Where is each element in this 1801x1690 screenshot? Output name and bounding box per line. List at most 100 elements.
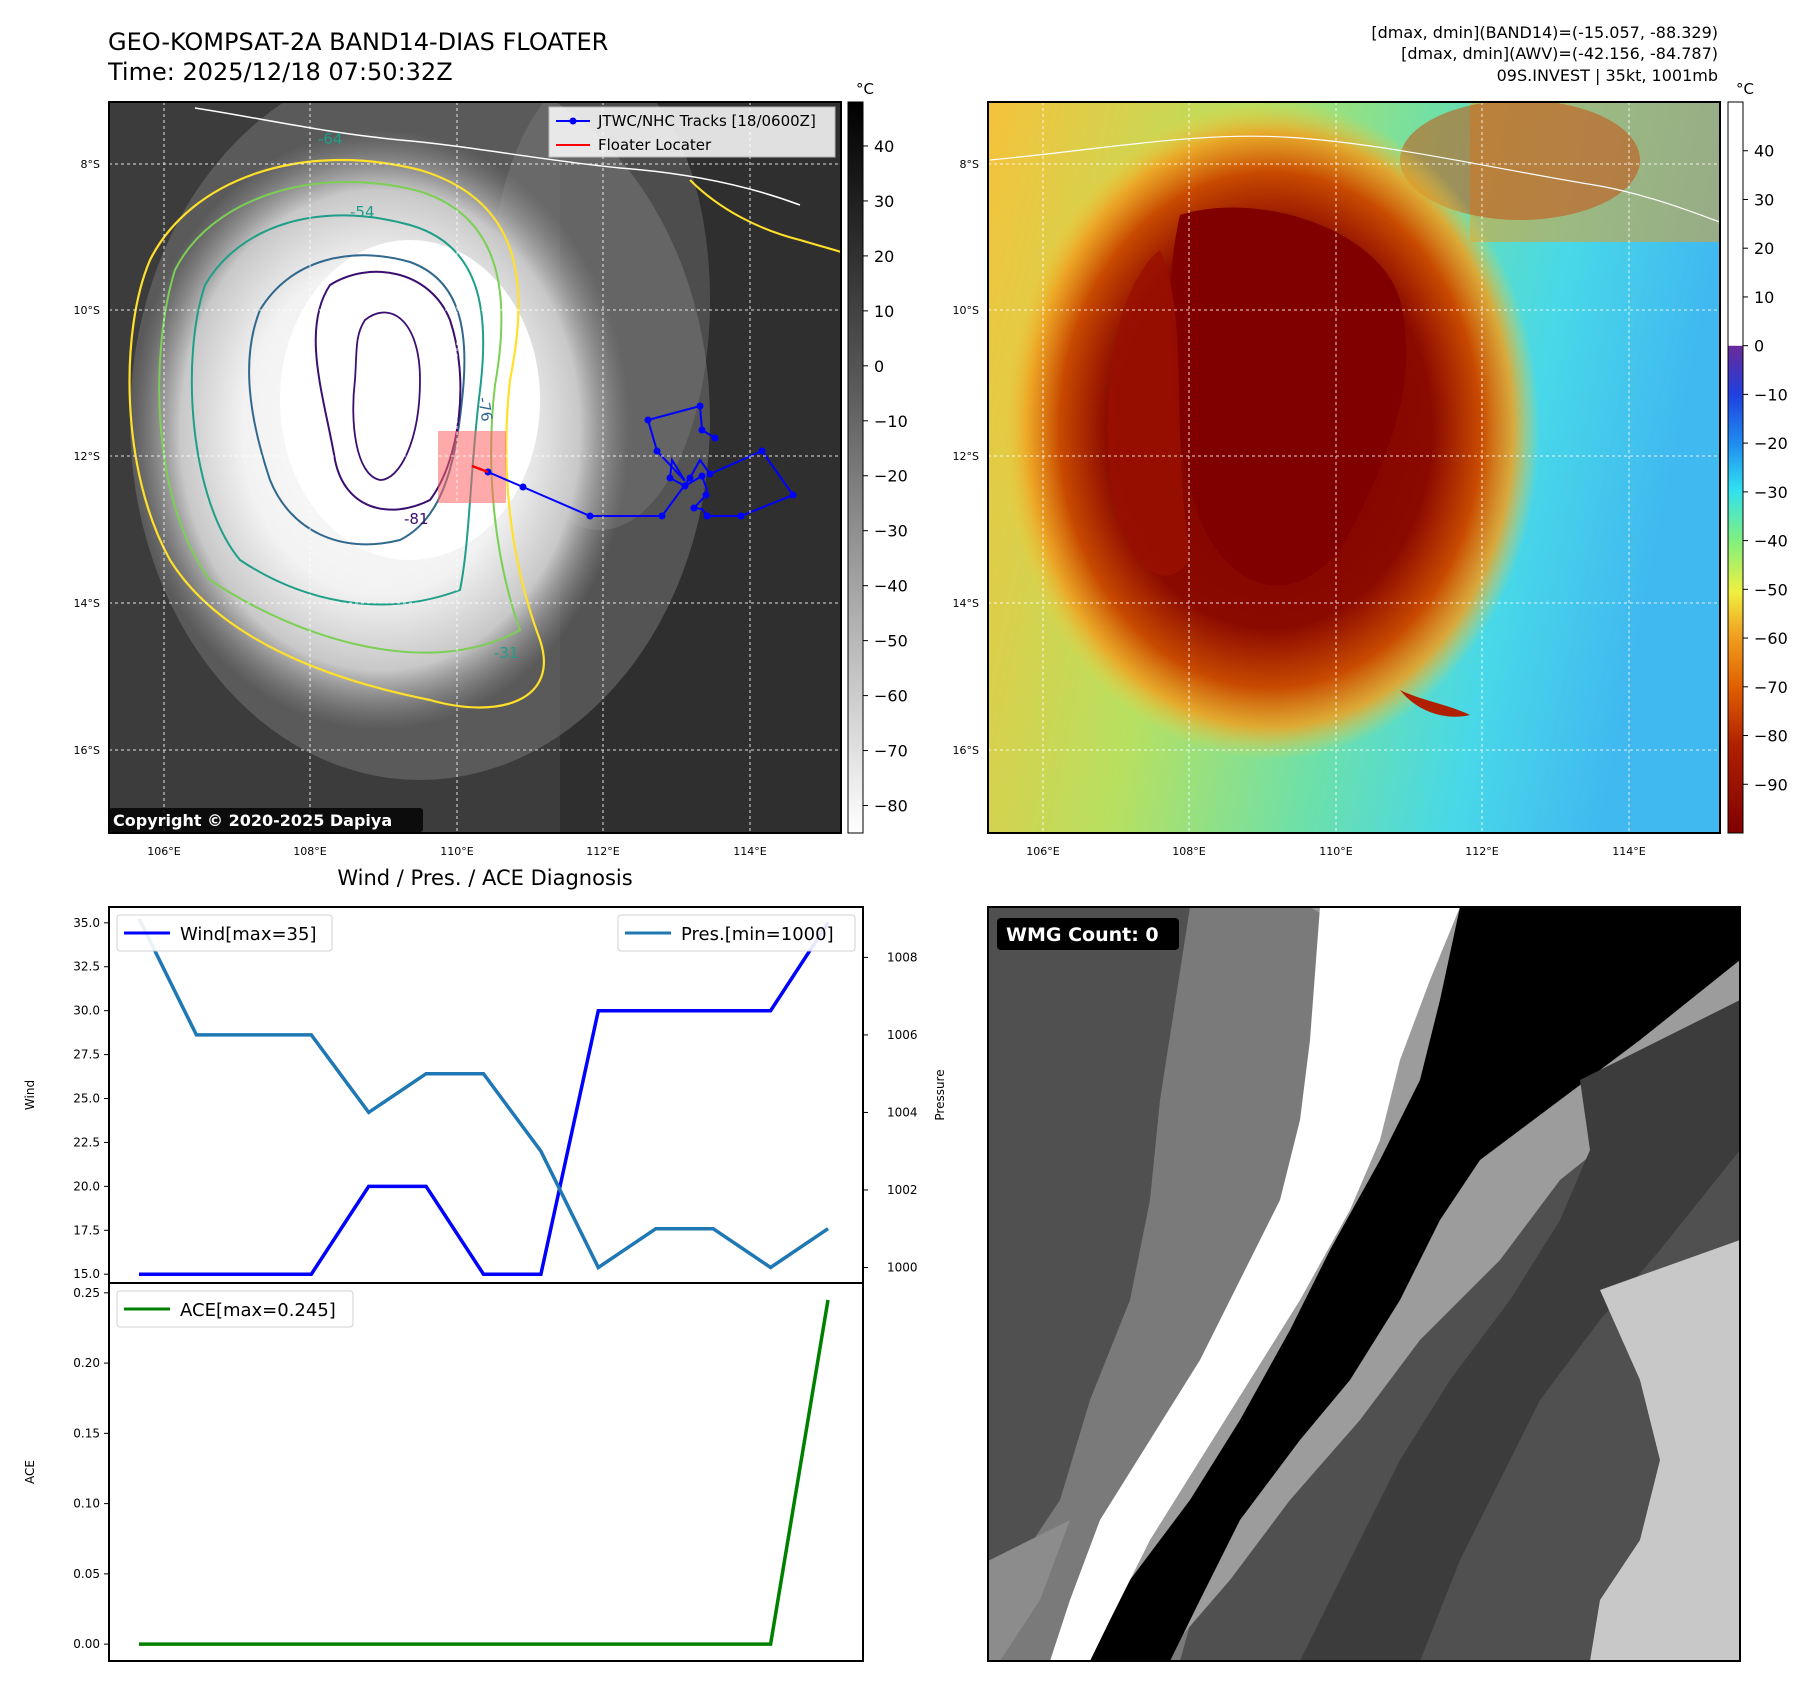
storm-info: 09S.INVEST | 35kt, 1001mb [1497,66,1718,85]
diagnosis-title: Wind / Pres. / ACE Diagnosis [337,866,632,890]
legend-locater: Floater Locater [598,136,712,154]
legend-pressure: Pres.[min=1000] [681,924,834,945]
ace-tick-5: 0.25 [73,1286,100,1300]
awv-lon-label-112e: 112°E [1465,845,1498,858]
ace-tick-2: 0.10 [73,1497,100,1511]
awv-colorbar-tick-5: −10 [1754,385,1788,404]
awv-lat-label-14s: 14°S [953,597,979,610]
ir-colorbar-tick-1: 30 [874,192,894,211]
figure-title: GEO-KOMPSAT-2A BAND14-DIAS FLOATER [108,28,608,56]
lon-label-110e: 110°E [440,845,473,858]
awv-colorbar-tick-2: 20 [1754,239,1774,258]
wind-tick-0: 15.0 [73,1267,100,1281]
awv-lon-label-108e: 108°E [1172,845,1205,858]
ace-tick-1: 0.05 [73,1567,100,1581]
wind-tick-4: 25.0 [73,1092,100,1106]
pressure-tick-1: 1002 [887,1183,918,1197]
contour-label-1: -54 [350,203,375,221]
lat-label-12s: 12°S [74,450,100,463]
ace-tick-0: 0.00 [73,1637,100,1651]
ace-chart: 0.00 0.05 0.10 0.15 0.20 0.25 ACE ACE[max=0.2… [23,1282,864,1662]
ir-colorbar-tick-8: −40 [874,577,908,596]
awv-lon-label-106e: 106°E [1026,845,1059,858]
contour-label-4: -31 [494,644,519,662]
ace-axis-label: ACE [23,1460,37,1484]
awv-lon-label-114e: 114°E [1612,845,1645,858]
ace-legend: ACE[max=0.245] [116,1290,354,1328]
contour-label-5: -64 [318,130,343,148]
wind-line [139,921,830,1276]
awv-lat-label-12s: 12°S [953,450,979,463]
contour-label-3: -81 [404,510,429,528]
awv-colorbar-tick-9: −50 [1754,580,1788,599]
legend-track: JTWC/NHC Tracks [18/0600Z] [597,112,816,130]
wmg-panel: WMG Count: 0 [987,906,1741,1662]
wind-legend: Wind[max=35] [116,914,333,952]
awv-colorbar-tick-4: 0 [1754,337,1764,356]
ir-colorbar-tick-9: −50 [874,632,908,651]
pressure-tick-3: 1006 [887,1028,918,1042]
ir-colorbar-tick-2: 20 [874,247,894,266]
lon-label-108e: 108°E [293,845,326,858]
band14-range: [dmax, dmin](BAND14)=(-15.057, -88.329) [1371,23,1718,42]
awv-colorbar-tick-8: −40 [1754,532,1788,551]
wind-tick-7: 32.5 [73,960,100,974]
ace-tick-3: 0.15 [73,1426,100,1440]
awv-colorbar-tick-11: −70 [1754,678,1788,697]
awv-lat-label-16s: 16°S [953,744,979,757]
ir-colorbar [847,101,864,834]
figure-time: Time: 2025/12/18 07:50:32Z [107,58,453,86]
lat-label-14s: 14°S [74,597,100,610]
pressure-legend: Pres.[min=1000] [617,914,856,952]
ir-colorbar-tick-12: −80 [874,797,908,816]
contour-label-2: -76 [474,396,496,423]
wind-tick-2: 20.0 [73,1179,100,1193]
pressure-axis-label: Pressure [933,1069,947,1120]
legend-wind: Wind[max=35] [180,924,317,945]
awv-colorbar-unit: °C [1736,80,1754,98]
ir-colorbar-unit: °C [856,80,874,98]
wind-tick-5: 27.5 [73,1048,100,1062]
ir-colorbar-tick-7: −30 [874,522,908,541]
wind-tick-1: 17.5 [73,1223,100,1237]
awv-lat-label-8s: 8°S [960,158,979,171]
wind-tick-6: 30.0 [73,1004,100,1018]
lon-label-114e: 114°E [733,845,766,858]
pressure-tick-4: 1008 [887,950,918,964]
ir-colorbar-tick-3: 10 [874,302,894,321]
wmg-count: WMG Count: 0 [1006,924,1159,946]
awv-colorbar-tick-7: −30 [1754,483,1788,502]
awv-map-panel: 8°S 10°S 12°S 14°S 16°S 106°E 108°E 110°… [953,80,1788,858]
awv-colorbar-tick-6: −20 [1754,434,1788,453]
awv-lat-label-10s: 10°S [953,304,979,317]
lat-label-16s: 16°S [74,744,100,757]
lat-label-10s: 10°S [74,304,100,317]
legend-ace: ACE[max=0.245] [180,1300,336,1321]
pressure-line [137,917,829,1271]
awv-lon-label-110e: 110°E [1319,845,1352,858]
copyright: Copyright © 2020-2025 Dapiya [113,811,392,830]
ir-colorbar-tick-0: 40 [874,137,894,156]
awv-colorbar-tick-13: −90 [1754,775,1788,794]
wind-tick-8: 35.0 [73,916,100,930]
map-legend: JTWC/NHC Tracks [18/0600Z] Floater Locat… [548,106,836,158]
awv-colorbar-tick-12: −80 [1754,727,1788,746]
awv-colorbar-tick-10: −60 [1754,629,1788,648]
awv-range: [dmax, dmin](AWV)=(-42.156, -84.787) [1401,44,1718,63]
ir-colorbar-tick-6: −20 [874,467,908,486]
ace-line [139,1299,830,1646]
ace-tick-4: 0.20 [73,1356,100,1370]
awv-colorbar-tick-0: 40 [1754,142,1774,161]
lon-label-106e: 106°E [147,845,180,858]
awv-colorbar [1727,101,1744,834]
wind-tick-3: 22.5 [73,1135,100,1149]
lat-label-8s: 8°S [81,158,100,171]
awv-colorbar-tick-3: 10 [1754,288,1774,307]
ir-map-panel: -54 -76 -81 -31 -64 JTWC/NHC Tracks [18/… [74,80,908,858]
ir-colorbar-tick-5: −10 [874,412,908,431]
wind-axis-label: Wind [23,1080,37,1110]
ir-colorbar-tick-4: 0 [874,357,884,376]
lon-label-112e: 112°E [586,845,619,858]
wind-pressure-chart: 15.0 17.5 20.0 22.5 25.0 27.5 30.0 32.5 35.0 100… [23,906,947,1284]
